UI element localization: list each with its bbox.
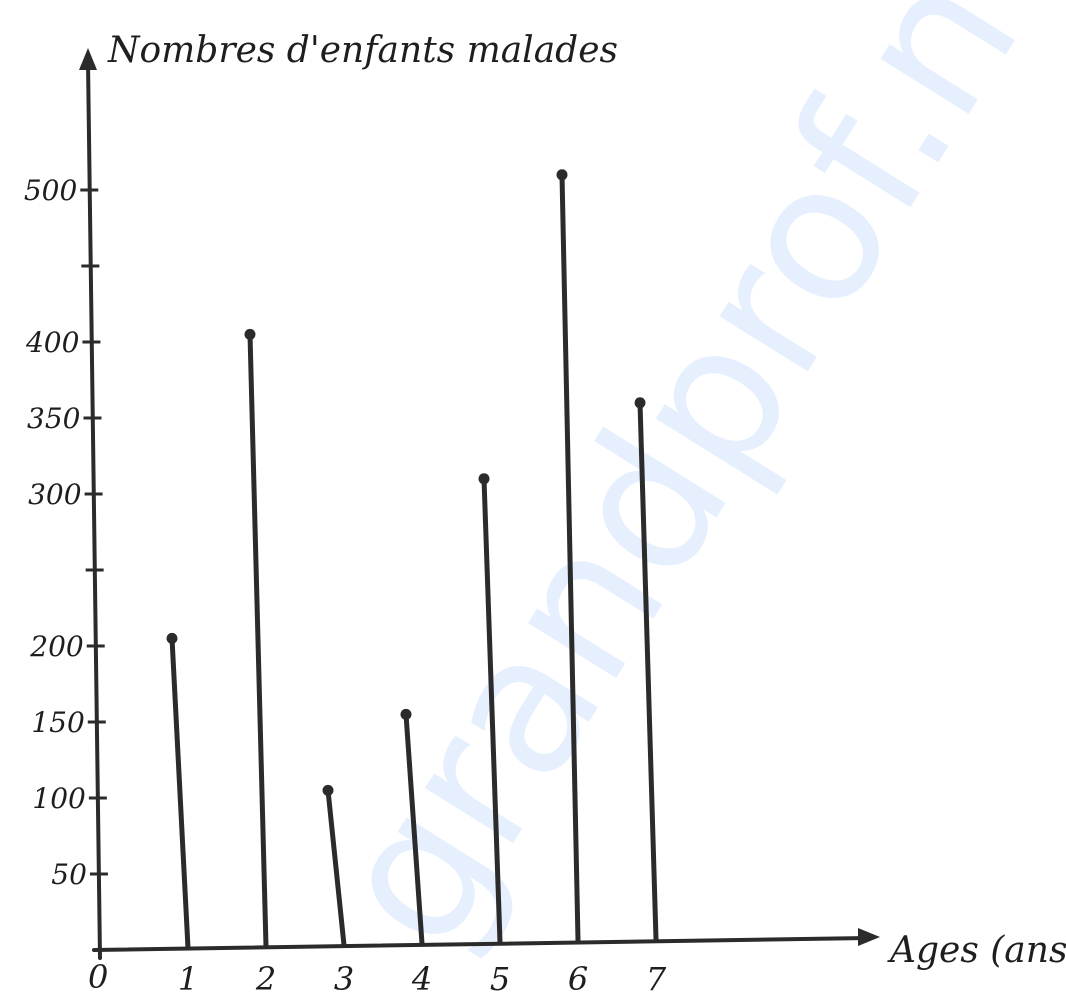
x-axis-arrowhead <box>858 928 880 946</box>
stem-age-2 <box>247 331 269 949</box>
stem-point-age-6 <box>556 169 568 181</box>
y-axis-arrowhead <box>79 48 97 70</box>
origin-label: 0 <box>88 958 108 996</box>
stem-age-5 <box>481 476 503 945</box>
x-tick-label-5: 5 <box>490 960 510 998</box>
stem-point-age-3 <box>322 784 334 796</box>
x-tick-label-6: 6 <box>568 960 588 998</box>
x-tick-labels: 1 2 3 4 5 6 7 <box>178 960 667 998</box>
y-tick-label-400: 400 <box>25 326 79 359</box>
y-tick-label-100: 100 <box>32 782 85 815</box>
x-tick-label-2: 2 <box>255 960 276 998</box>
y-tick-label-150: 150 <box>31 706 84 739</box>
axes <box>79 48 880 960</box>
stem-point-age-4 <box>400 708 412 720</box>
y-ticks: 50 100 150 200 300 350 400 500 <box>24 174 108 891</box>
y-tick-label-350: 350 <box>27 402 80 435</box>
stem-age-4 <box>403 711 425 946</box>
y-tick-label-200: 200 <box>29 630 83 663</box>
x-tick-label-3: 3 <box>334 960 354 998</box>
x-axis <box>92 936 870 952</box>
stem-age-7 <box>637 400 659 942</box>
stem-age-6 <box>559 172 581 943</box>
x-tick-label-4: 4 <box>411 960 432 998</box>
y-tick-label-50: 50 <box>51 858 87 891</box>
watermark-text: grandprof.net <box>291 0 1066 984</box>
stem-age-3 <box>325 787 347 948</box>
y-tick-label-300: 300 <box>28 478 81 511</box>
y-axis-title: Nombres d'enfants malades <box>107 30 618 71</box>
x-tick-label-1: 1 <box>178 960 198 998</box>
y-tick-label-500: 500 <box>24 174 77 207</box>
stem-point-age-7 <box>634 397 646 409</box>
y-axis <box>86 60 102 960</box>
stem-point-age-2 <box>244 328 256 340</box>
x-axis-title: Ages (ans) <box>887 930 1066 971</box>
stem-point-age-1 <box>166 632 178 644</box>
stem-age-1 <box>169 635 191 951</box>
stem-point-age-5 <box>478 473 490 485</box>
x-tick-label-7: 7 <box>646 960 667 998</box>
stems <box>166 169 659 951</box>
